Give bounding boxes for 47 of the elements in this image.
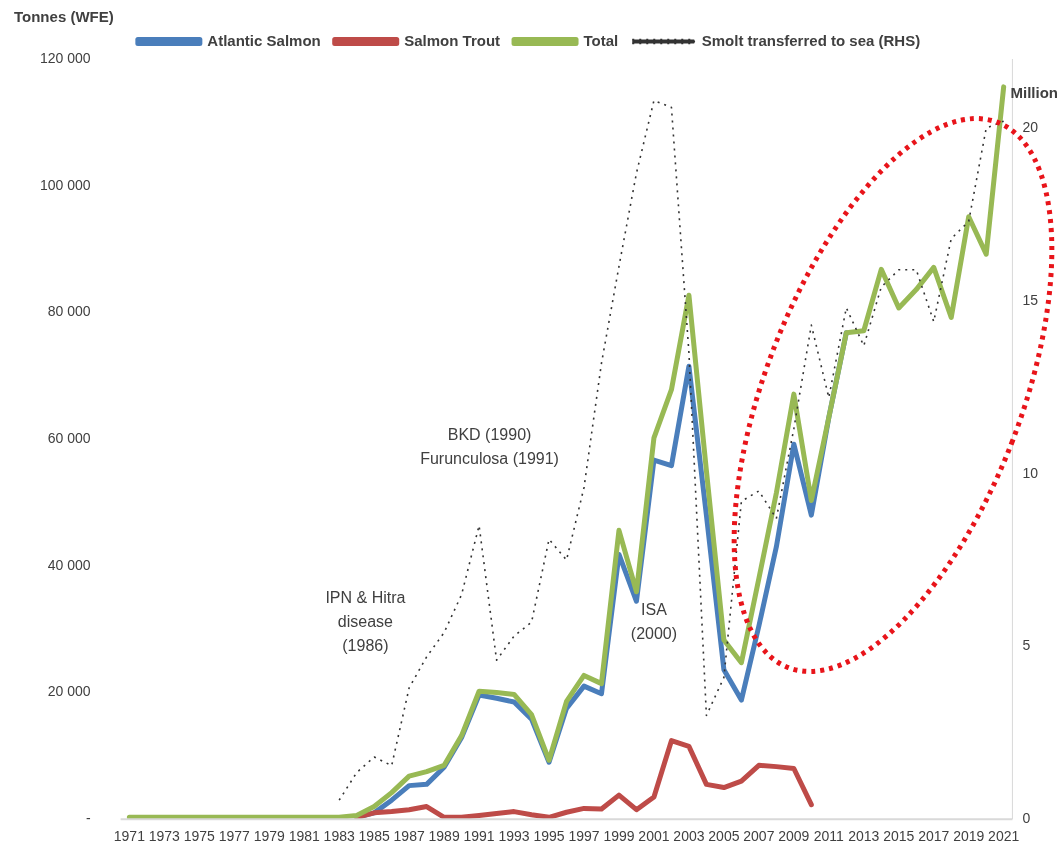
x-tick-label: 2019 [953, 828, 985, 845]
y2-tick-label: 15 [1022, 291, 1039, 308]
annotation: BKD (1990) Furunculosa (1991) [420, 426, 559, 468]
y-tick-label: 40 000 [47, 556, 91, 573]
x-tick-label: 1979 [253, 828, 286, 845]
x-tick-label: 1995 [533, 828, 565, 845]
x-tick-label: 1985 [358, 828, 390, 845]
y-tick-label: - [85, 810, 91, 827]
x-tick-label: 2005 [708, 828, 740, 845]
legend-label: Total [583, 31, 619, 49]
x-tick-label: 1999 [603, 828, 635, 845]
x-tick-label: 2021 [988, 828, 1020, 845]
legend-label: Salmon Trout [404, 31, 501, 49]
x-tick-label: 2003 [673, 828, 705, 845]
y-axis-title: Tonnes (WFE) [14, 8, 114, 26]
x-tick-label: 2007 [743, 828, 775, 845]
x-tick-label: 1983 [323, 828, 355, 845]
x-tick-label: 1987 [393, 828, 425, 845]
x-tick-label: 2011 [813, 828, 845, 845]
annotation: ISA (2000) [630, 601, 678, 643]
y-tick-label: 80 000 [47, 303, 91, 320]
x-tick-label: 1981 [288, 828, 320, 845]
y2-tick-label: 0 [1022, 810, 1031, 827]
x-tick-label: 1973 [148, 828, 181, 845]
y2-axis-title: Million [1010, 84, 1058, 102]
annotation: IPN & Hitra disease (1986) [325, 589, 406, 655]
x-tick-label: 1971 [113, 828, 146, 845]
y2-tick-label: 10 [1022, 464, 1039, 481]
legend-label: Smolt transferred to sea (RHS) [701, 31, 921, 49]
x-tick-label: 2015 [883, 828, 915, 845]
x-tick-label: 2017 [918, 828, 950, 845]
y-tick-label: 60 000 [47, 429, 91, 446]
x-tick-label: 2013 [848, 828, 880, 845]
x-tick-label: 1977 [218, 828, 251, 845]
x-tick-label: 1997 [568, 828, 600, 845]
x-tick-label: 2009 [778, 828, 810, 845]
y-tick-label: 100 000 [40, 176, 91, 193]
y-tick-label: 20 000 [47, 683, 91, 700]
y-tick-label: 120 000 [40, 49, 91, 66]
x-tick-label: 1975 [183, 828, 216, 845]
x-tick-label: 1989 [428, 828, 460, 845]
x-tick-label: 2001 [638, 828, 670, 845]
x-tick-label: 1993 [498, 828, 530, 845]
y2-tick-label: 5 [1022, 637, 1031, 654]
x-tick-label: 1991 [463, 828, 495, 845]
legend-label: Atlantic Salmon [207, 31, 321, 49]
y2-tick-label: 20 [1022, 118, 1039, 135]
